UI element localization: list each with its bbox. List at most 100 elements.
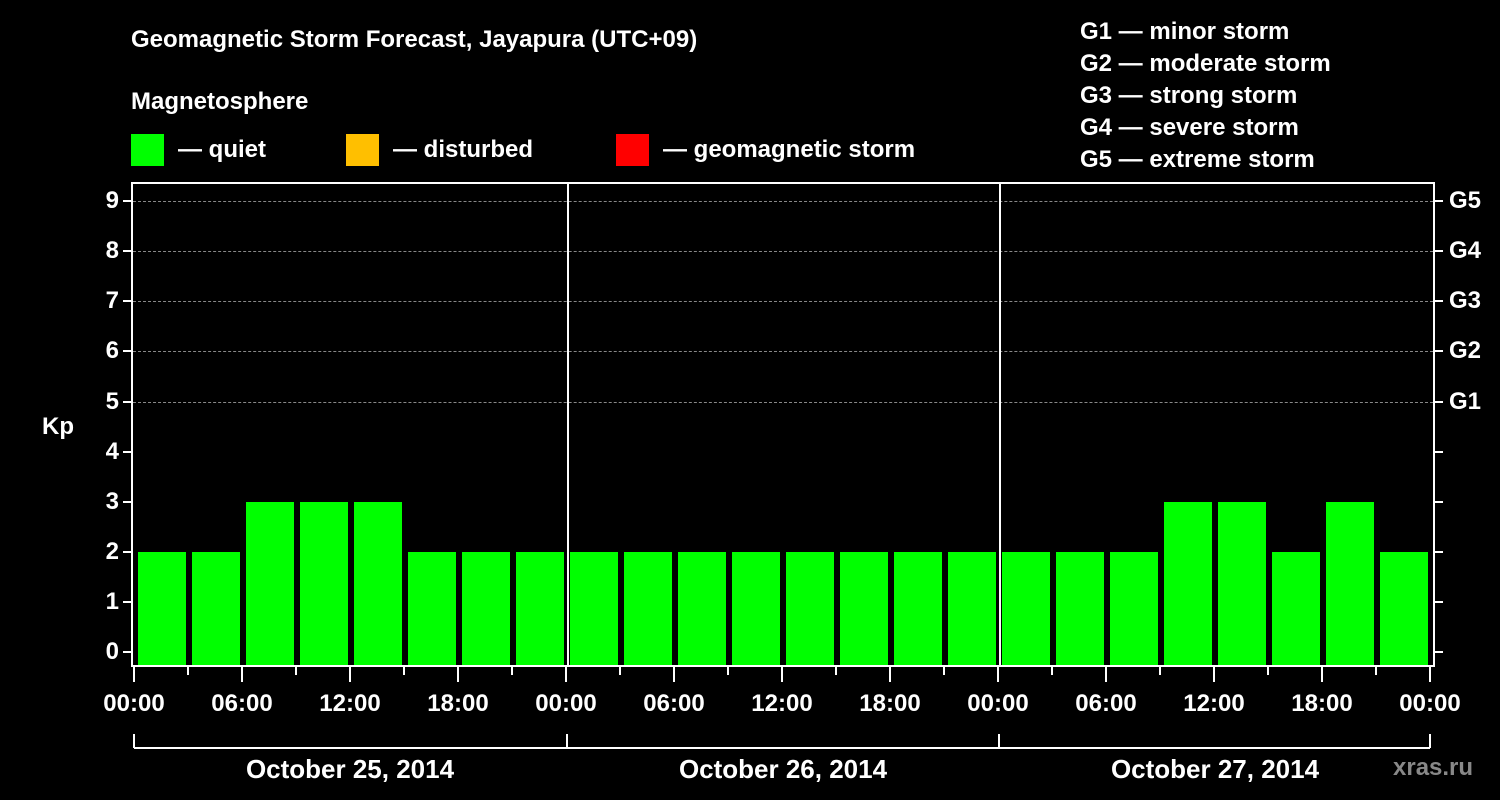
y-tick-right <box>1435 600 1443 603</box>
x-tick-label: 00:00 <box>967 690 1029 717</box>
g-legend-item: G5 — extreme storm <box>1080 146 1315 173</box>
g-legend-item: G2 — moderate storm <box>1080 50 1331 77</box>
y-tick <box>123 250 131 253</box>
y-tick <box>123 600 131 603</box>
legend-label: — quiet <box>178 136 266 163</box>
quiet-swatch-icon <box>131 134 164 166</box>
y-tick-label: 6 <box>105 337 119 365</box>
day-bracket-tick <box>1429 734 1431 748</box>
x-tick <box>133 667 135 682</box>
y-tick-right <box>1435 550 1443 553</box>
kp-bar <box>192 551 240 665</box>
x-tick <box>943 667 945 675</box>
x-tick <box>1051 667 1053 675</box>
y-tick-right <box>1435 250 1443 253</box>
g-scale-legend: G1 — minor storm G2 — moderate storm G3 … <box>1080 16 1331 176</box>
y-tick-label: 9 <box>105 187 119 215</box>
day-separator <box>999 184 1001 665</box>
day-bracket-tick <box>566 734 568 748</box>
x-tick <box>1321 667 1323 682</box>
x-tick-label: 00:00 <box>103 690 165 717</box>
x-tick <box>889 667 891 682</box>
y-tick-right <box>1435 651 1443 653</box>
y-tick <box>123 500 131 503</box>
kp-bar <box>570 551 618 665</box>
y-tick <box>123 400 131 403</box>
brand-watermark: xras.ru <box>1393 754 1474 781</box>
g-legend-item: G4 — severe storm <box>1080 114 1299 141</box>
x-tick <box>727 667 729 675</box>
x-tick <box>781 667 783 682</box>
kp-bar <box>624 551 672 665</box>
gridline <box>133 401 1433 403</box>
x-tick <box>1159 667 1161 675</box>
day-bracket-line <box>134 747 1430 749</box>
y-tick-right <box>1435 300 1443 303</box>
x-tick <box>187 667 189 675</box>
y-tick <box>123 200 131 203</box>
legend-storm: — geomagnetic storm <box>616 134 915 166</box>
kp-bar <box>462 551 510 665</box>
y-tick <box>123 350 131 353</box>
g-legend-item: G3 — strong storm <box>1080 82 1298 109</box>
kp-bar <box>840 551 888 665</box>
legend-label: — geomagnetic storm <box>663 136 916 163</box>
y-tick-right <box>1435 450 1443 453</box>
plot-area <box>131 182 1435 667</box>
g-scale-label: G3 <box>1449 287 1482 315</box>
kp-bar <box>1110 551 1158 665</box>
x-tick <box>1429 667 1431 682</box>
x-tick <box>1267 667 1269 675</box>
kp-bar <box>1056 551 1104 665</box>
g-scale-label: G2 <box>1449 337 1482 365</box>
y-tick <box>123 450 131 453</box>
y-tick-label: 2 <box>105 537 119 565</box>
x-tick <box>241 667 243 682</box>
x-tick-label: 18:00 <box>427 690 489 717</box>
x-tick <box>997 667 999 682</box>
g-legend-item: G1 — minor storm <box>1080 18 1290 45</box>
x-tick <box>511 667 513 675</box>
x-tick <box>835 667 837 675</box>
gridline <box>133 251 1433 253</box>
y-tick <box>123 651 131 653</box>
x-tick-label: 06:00 <box>643 690 705 717</box>
x-tick-label: 00:00 <box>535 690 597 717</box>
x-tick <box>1105 667 1107 682</box>
y-tick <box>123 550 131 553</box>
x-tick <box>457 667 459 682</box>
x-tick-label: 18:00 <box>859 690 921 717</box>
kp-bar <box>516 551 564 665</box>
day-label: October 25, 2014 <box>245 754 455 784</box>
kp-bar <box>948 551 996 665</box>
kp-bar <box>138 551 186 665</box>
x-tick-label: 00:00 <box>1399 690 1461 717</box>
g-scale-label: G5 <box>1449 187 1482 215</box>
legend-quiet: — quiet <box>131 134 266 166</box>
chart-title: Geomagnetic Storm Forecast, Jayapura (UT… <box>131 26 698 53</box>
y-tick-label: 8 <box>105 237 119 265</box>
kp-bar <box>1218 501 1266 665</box>
y-tick-label: 7 <box>105 287 119 315</box>
y-tick-right <box>1435 350 1443 353</box>
x-tick <box>1375 667 1377 675</box>
kp-bar <box>678 551 726 665</box>
x-tick <box>673 667 675 682</box>
chart-subtitle: Magnetosphere <box>131 88 309 115</box>
kp-bar <box>354 501 402 665</box>
kp-bar <box>1380 551 1428 665</box>
kp-bar <box>1272 551 1320 665</box>
y-tick <box>123 300 131 303</box>
legend-disturbed: — disturbed <box>346 134 533 166</box>
y-tick-label: 4 <box>105 437 119 465</box>
x-tick <box>403 667 405 675</box>
x-tick-label: 06:00 <box>1075 690 1137 717</box>
day-bracket-tick <box>133 734 135 748</box>
x-tick-label: 18:00 <box>1291 690 1353 717</box>
day-separator <box>567 184 569 665</box>
day-label: October 26, 2014 <box>678 754 888 784</box>
x-tick <box>1213 667 1215 682</box>
day-label: October 27, 2014 <box>1110 754 1320 784</box>
gridline <box>133 301 1433 303</box>
y-tick-right <box>1435 200 1443 203</box>
